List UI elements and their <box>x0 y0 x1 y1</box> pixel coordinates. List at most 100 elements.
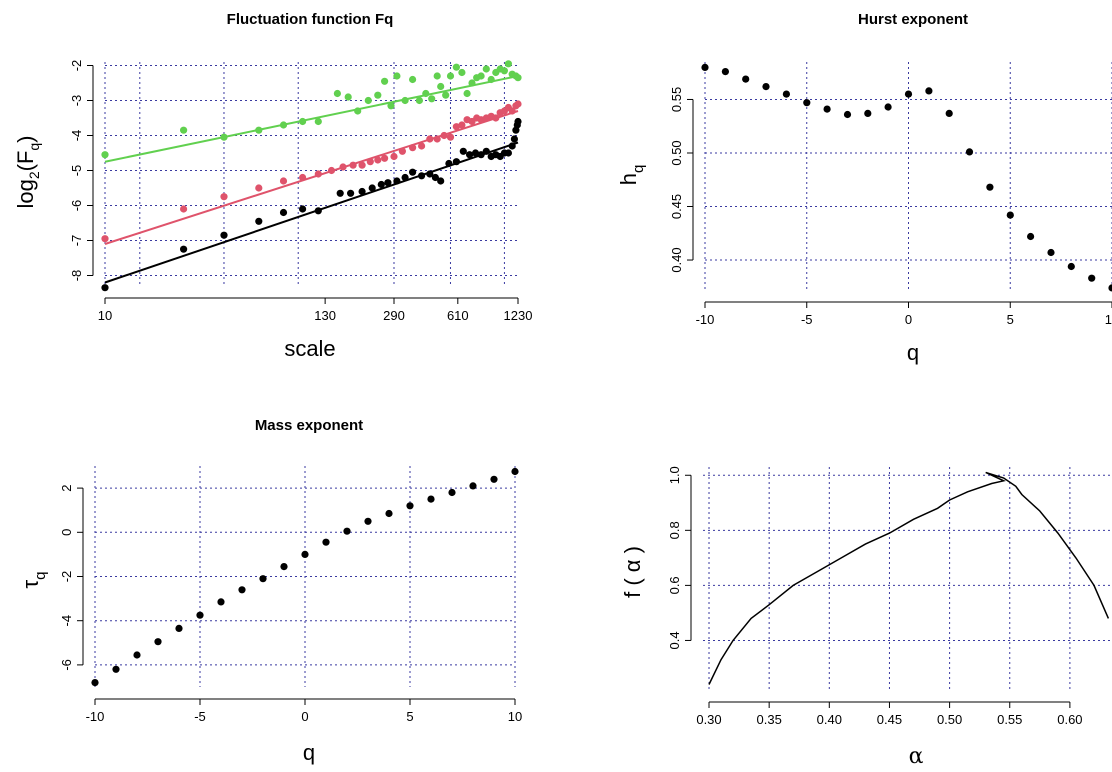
data-point <box>279 177 288 185</box>
y-tick-label: -7 <box>69 235 84 247</box>
data-point <box>508 107 516 115</box>
data-point <box>358 161 366 169</box>
data-point <box>280 563 288 571</box>
data-point <box>366 158 374 166</box>
data-point <box>180 126 188 134</box>
y-tick-label: 0.4 <box>667 631 682 649</box>
data-point <box>255 126 263 134</box>
data-point <box>364 517 372 525</box>
data-point <box>217 598 225 606</box>
data-point <box>782 90 791 98</box>
data-point <box>925 87 933 95</box>
data-point <box>762 83 770 91</box>
data-point <box>446 72 455 80</box>
data-point <box>459 147 467 155</box>
data-point <box>406 502 414 510</box>
data-point <box>180 245 188 253</box>
data-point <box>259 575 267 583</box>
data-point <box>1027 232 1035 241</box>
y-tick-label: 0 <box>59 529 74 536</box>
data-point <box>390 152 398 161</box>
data-point <box>452 63 460 71</box>
data-point <box>354 107 362 115</box>
data-point <box>322 538 330 546</box>
y-tick-label: -5 <box>69 165 84 177</box>
data-point <box>347 189 355 197</box>
data-point <box>220 133 228 141</box>
y-tick-label: -6 <box>59 659 74 671</box>
data-point <box>427 495 435 503</box>
x-tick-label: 10 <box>508 709 522 724</box>
mass-xlabel: q <box>303 740 315 765</box>
data-point <box>487 75 495 84</box>
x-tick-label: 1230 <box>504 308 533 323</box>
data-point <box>433 72 441 80</box>
fluctuation-title: Fluctuation function Fq <box>227 11 394 28</box>
data-point <box>446 133 455 141</box>
data-point <box>440 131 448 140</box>
data-point <box>299 205 307 213</box>
data-point <box>409 168 417 176</box>
fluctuation-ylabel: log2(Fq) <box>13 135 42 208</box>
data-point <box>458 68 466 77</box>
data-point <box>393 72 401 80</box>
data-point <box>823 105 831 113</box>
data-point <box>437 177 445 185</box>
data-point <box>445 159 453 168</box>
data-point <box>91 679 99 687</box>
data-point <box>238 586 246 594</box>
data-point <box>387 102 395 110</box>
data-point <box>1047 248 1055 257</box>
data-point <box>364 96 372 105</box>
data-point <box>180 205 188 213</box>
data-point <box>409 75 417 84</box>
data-point <box>500 67 508 75</box>
x-tick-label: -5 <box>194 709 206 724</box>
data-point <box>374 156 382 164</box>
data-point <box>255 217 263 225</box>
x-tick-label: 5 <box>406 709 413 724</box>
data-point <box>279 208 288 217</box>
y-tick-label: -3 <box>69 95 84 107</box>
x-tick-label: 10 <box>1105 312 1112 327</box>
data-point <box>398 147 406 155</box>
data-point <box>463 89 471 98</box>
data-point <box>510 135 518 143</box>
data-point <box>314 207 322 215</box>
x-tick-label: 10 <box>98 308 112 323</box>
y-tick-label: 0.8 <box>667 521 682 539</box>
hurst-title: Hurst exponent <box>858 11 968 28</box>
data-point <box>965 148 974 156</box>
hurst-xlabel: q <box>907 340 919 365</box>
data-point <box>101 151 109 159</box>
data-point <box>401 173 409 182</box>
data-point <box>381 77 389 85</box>
data-point <box>426 170 434 178</box>
y-tick-label: 1.0 <box>667 466 682 484</box>
data-point <box>299 117 307 126</box>
data-point <box>514 100 522 108</box>
x-tick-label: 0.55 <box>997 712 1022 727</box>
fluctuation-panel: Fluctuation function Fq scale log2(Fq) 1… <box>13 11 532 361</box>
data-point <box>468 79 476 87</box>
data-point <box>133 651 141 659</box>
data-point <box>426 135 434 143</box>
data-point <box>511 467 519 476</box>
data-point <box>482 65 490 73</box>
data-point <box>428 95 436 103</box>
data-point <box>482 147 490 155</box>
data-point <box>220 231 228 239</box>
y-tick-label: -6 <box>69 200 84 212</box>
data-point <box>327 166 336 175</box>
data-point <box>255 184 263 192</box>
data-point <box>1108 284 1112 292</box>
spectrum-xlabel: α <box>909 744 924 769</box>
data-point <box>368 184 376 192</box>
x-tick-label: 610 <box>447 308 469 323</box>
mass-panel: Mass exponent q τq -10 -5 0 5 10 -6 -4 -2 0 2 <box>18 417 522 765</box>
data-point <box>112 665 120 673</box>
data-point <box>220 193 228 201</box>
data-point <box>343 527 351 535</box>
data-point <box>986 183 994 191</box>
